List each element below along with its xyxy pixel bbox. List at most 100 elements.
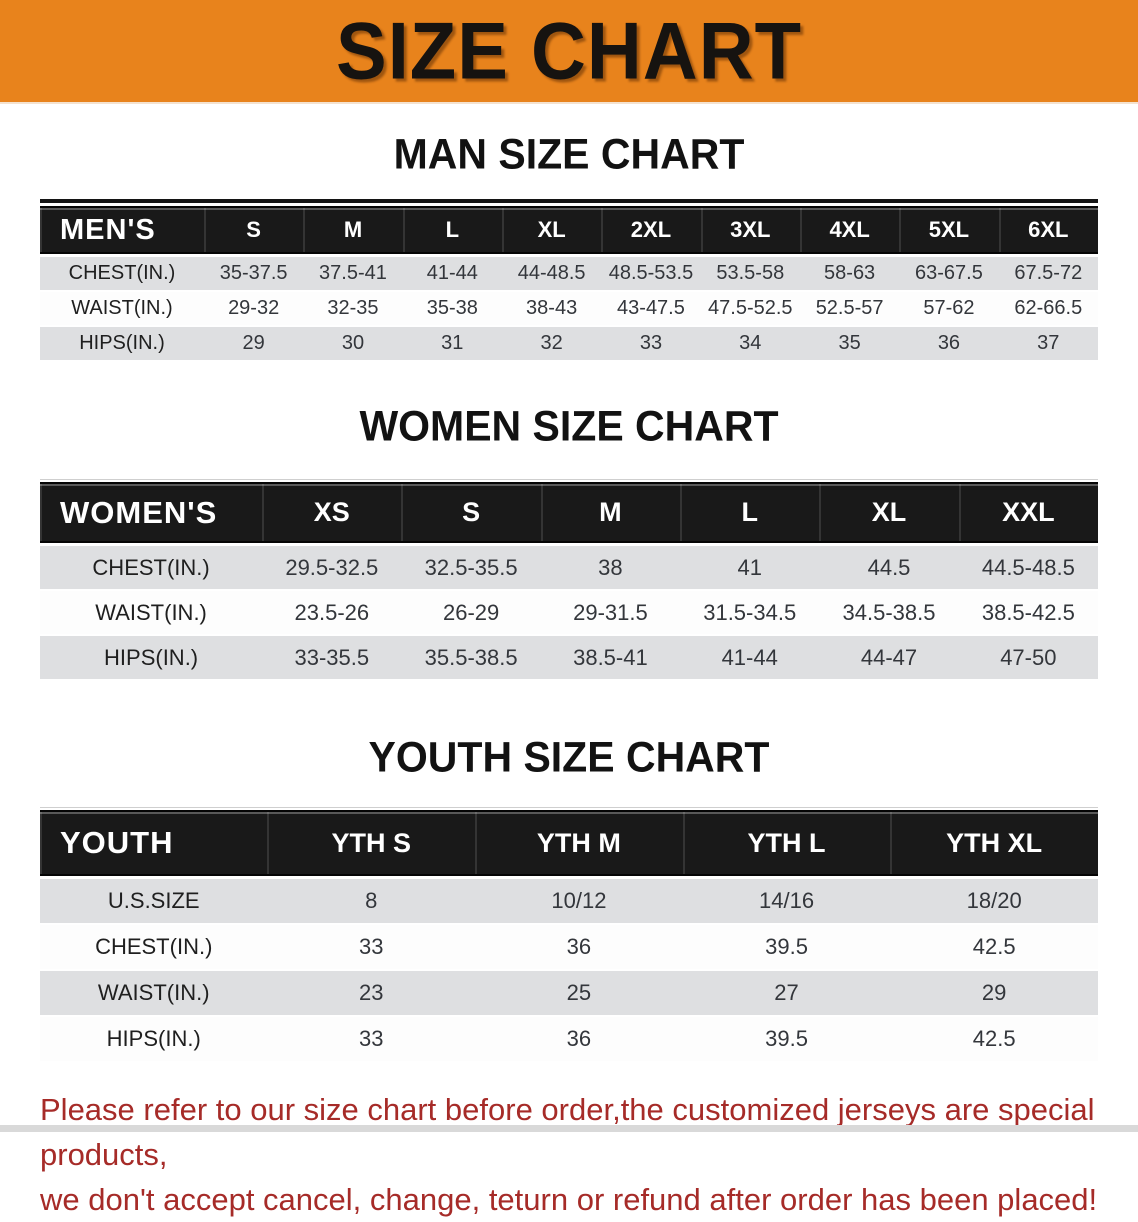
row-label: U.S.SIZE bbox=[40, 876, 268, 925]
column-header: M bbox=[303, 206, 403, 254]
cell-value: 37 bbox=[998, 327, 1098, 362]
row-label: HIPS(IN.) bbox=[40, 327, 204, 362]
row-label: WAIST(IN.) bbox=[40, 591, 263, 636]
cell-value: 53.5-58 bbox=[700, 254, 800, 292]
cell-value: 44.5-48.5 bbox=[958, 543, 1098, 591]
women-size-table-wrap: WOMEN'S XS S M L XL XXL CHEST(IN.) 29.5-32.5 32.5… bbox=[40, 479, 1098, 681]
cell-value: 31.5-34.5 bbox=[680, 591, 820, 636]
row-label: CHEST(IN.) bbox=[40, 543, 263, 591]
cell-value: 52.5-57 bbox=[799, 292, 900, 327]
cell-value: 41 bbox=[680, 543, 820, 591]
table-row: WAIST(IN.) 23.5-26 26-29 29-31.5 31.5-34.5 34… bbox=[40, 591, 1098, 636]
youth-size-table: YOUTH YTH S YTH M YTH L YTH XL U.S.SIZE 8 10/12… bbox=[40, 810, 1098, 1063]
row-label: CHEST(IN.) bbox=[40, 254, 204, 292]
cell-value: 44.5 bbox=[819, 543, 959, 591]
column-header: L bbox=[402, 206, 502, 254]
column-header: YTH S bbox=[267, 810, 476, 876]
cell-value: 38.5-41 bbox=[540, 636, 681, 681]
cell-value: 63-67.5 bbox=[899, 254, 999, 292]
cell-value: 36 bbox=[475, 925, 683, 971]
column-header: XL bbox=[501, 206, 602, 254]
cell-value: 38 bbox=[540, 543, 681, 591]
cell-value: 35-37.5 bbox=[203, 254, 304, 292]
cell-value: 47.5-52.5 bbox=[700, 292, 800, 327]
cell-value: 29.5-32.5 bbox=[262, 543, 402, 591]
men-size-table: MEN'S S M L XL 2XL 3XL 4XL 5XL 6XL CHEST(IN.) 35-37… bbox=[40, 206, 1098, 362]
table-corner-label: MEN'S bbox=[40, 206, 204, 254]
disclaimer-line-1: Please refer to our size chart before or… bbox=[40, 1092, 1095, 1172]
cell-value: 32.5-35.5 bbox=[401, 543, 541, 591]
column-header: S bbox=[203, 206, 304, 254]
cell-value: 29-32 bbox=[203, 292, 304, 327]
cell-value: 26-29 bbox=[401, 591, 541, 636]
cell-value: 41-44 bbox=[402, 254, 502, 292]
cell-value: 36 bbox=[899, 327, 999, 362]
cell-value: 44-48.5 bbox=[501, 254, 602, 292]
cell-value: 32 bbox=[501, 327, 602, 362]
table-row: WAIST(IN.) 23 25 27 29 bbox=[40, 971, 1098, 1017]
column-header: 5XL bbox=[899, 206, 999, 254]
table-row: CHEST(IN.) 35-37.5 37.5-41 41-44 44-48.5 48.5… bbox=[40, 254, 1098, 292]
cell-value: 38.5-42.5 bbox=[958, 591, 1098, 636]
cell-value: 29 bbox=[203, 327, 304, 362]
cell-value: 23 bbox=[267, 971, 476, 1017]
column-header: YTH M bbox=[475, 810, 683, 876]
cell-value: 27 bbox=[682, 971, 891, 1017]
table-row: WAIST(IN.) 29-32 32-35 35-38 38-43 43-47.5 47.… bbox=[40, 292, 1098, 327]
table-row: U.S.SIZE 8 10/12 14/16 18/20 bbox=[40, 876, 1098, 925]
cell-value: 33 bbox=[267, 1017, 476, 1063]
table-row: HIPS(IN.) 29 30 31 32 33 34 35 36 37 bbox=[40, 327, 1098, 362]
table-corner-label: WOMEN'S bbox=[40, 482, 263, 543]
column-header: XS bbox=[262, 482, 402, 543]
bottom-edge-strip bbox=[0, 1125, 1138, 1132]
cell-value: 39.5 bbox=[682, 1017, 891, 1063]
column-header: YTH XL bbox=[890, 810, 1098, 876]
cell-value: 25 bbox=[475, 971, 683, 1017]
column-header: S bbox=[401, 482, 541, 543]
size-chart-banner: SIZE CHART bbox=[0, 0, 1138, 104]
youth-size-section: YOUTH SIZE CHART YOUTH YTH S YTH M YTH L YTH… bbox=[0, 733, 1138, 1063]
cell-value: 38-43 bbox=[501, 292, 602, 327]
cell-value: 43-47.5 bbox=[601, 292, 701, 327]
row-label: HIPS(IN.) bbox=[40, 636, 263, 681]
column-header: 2XL bbox=[601, 206, 701, 254]
cell-value: 33 bbox=[267, 925, 476, 971]
row-label: HIPS(IN.) bbox=[40, 1017, 268, 1063]
cell-value: 36 bbox=[475, 1017, 683, 1063]
cell-value: 37.5-41 bbox=[303, 254, 403, 292]
cell-value: 67.5-72 bbox=[998, 254, 1098, 292]
cell-value: 47-50 bbox=[958, 636, 1098, 681]
cell-value: 48.5-53.5 bbox=[601, 254, 701, 292]
cell-value: 62-66.5 bbox=[998, 292, 1098, 327]
youth-section-heading: YOUTH SIZE CHART bbox=[368, 733, 770, 781]
cell-value: 58-63 bbox=[799, 254, 900, 292]
cell-value: 23.5-26 bbox=[262, 591, 402, 636]
banner-title: SIZE CHART bbox=[336, 5, 802, 97]
table-header-row: WOMEN'S XS S M L XL XXL bbox=[40, 482, 1098, 543]
disclaimer-line-2: we don't accept cancel, change, teturn o… bbox=[40, 1182, 1098, 1217]
table-row: HIPS(IN.) 33 36 39.5 42.5 bbox=[40, 1017, 1098, 1063]
cell-value: 41-44 bbox=[680, 636, 820, 681]
column-header: 6XL bbox=[998, 206, 1098, 254]
disclaimer-note: Please refer to our size chart before or… bbox=[40, 1087, 1138, 1222]
column-header: XXL bbox=[958, 482, 1098, 543]
women-size-table: WOMEN'S XS S M L XL XXL CHEST(IN.) 29.5-32.5 32.5… bbox=[40, 482, 1098, 681]
cell-value: 34 bbox=[700, 327, 800, 362]
cell-value: 42.5 bbox=[890, 1017, 1098, 1063]
cell-value: 30 bbox=[303, 327, 403, 362]
cell-value: 42.5 bbox=[890, 925, 1098, 971]
cell-value: 31 bbox=[402, 327, 502, 362]
cell-value: 57-62 bbox=[899, 292, 999, 327]
cell-value: 35-38 bbox=[402, 292, 502, 327]
column-header: L bbox=[680, 482, 820, 543]
men-size-table-wrap: MEN'S S M L XL 2XL 3XL 4XL 5XL 6XL CHEST(IN.) 35-37… bbox=[40, 199, 1098, 362]
cell-value: 8 bbox=[267, 876, 476, 925]
women-size-section: WOMEN SIZE CHART WOMEN'S XS S M L XL XXL CHEST(… bbox=[0, 402, 1138, 681]
column-header: XL bbox=[819, 482, 959, 543]
table-header-row: MEN'S S M L XL 2XL 3XL 4XL 5XL 6XL bbox=[40, 206, 1098, 254]
column-header: 3XL bbox=[700, 206, 800, 254]
table-header-row: YOUTH YTH S YTH M YTH L YTH XL bbox=[40, 810, 1098, 876]
column-header: YTH L bbox=[682, 810, 891, 876]
column-header: 4XL bbox=[799, 206, 900, 254]
cell-value: 29-31.5 bbox=[540, 591, 681, 636]
